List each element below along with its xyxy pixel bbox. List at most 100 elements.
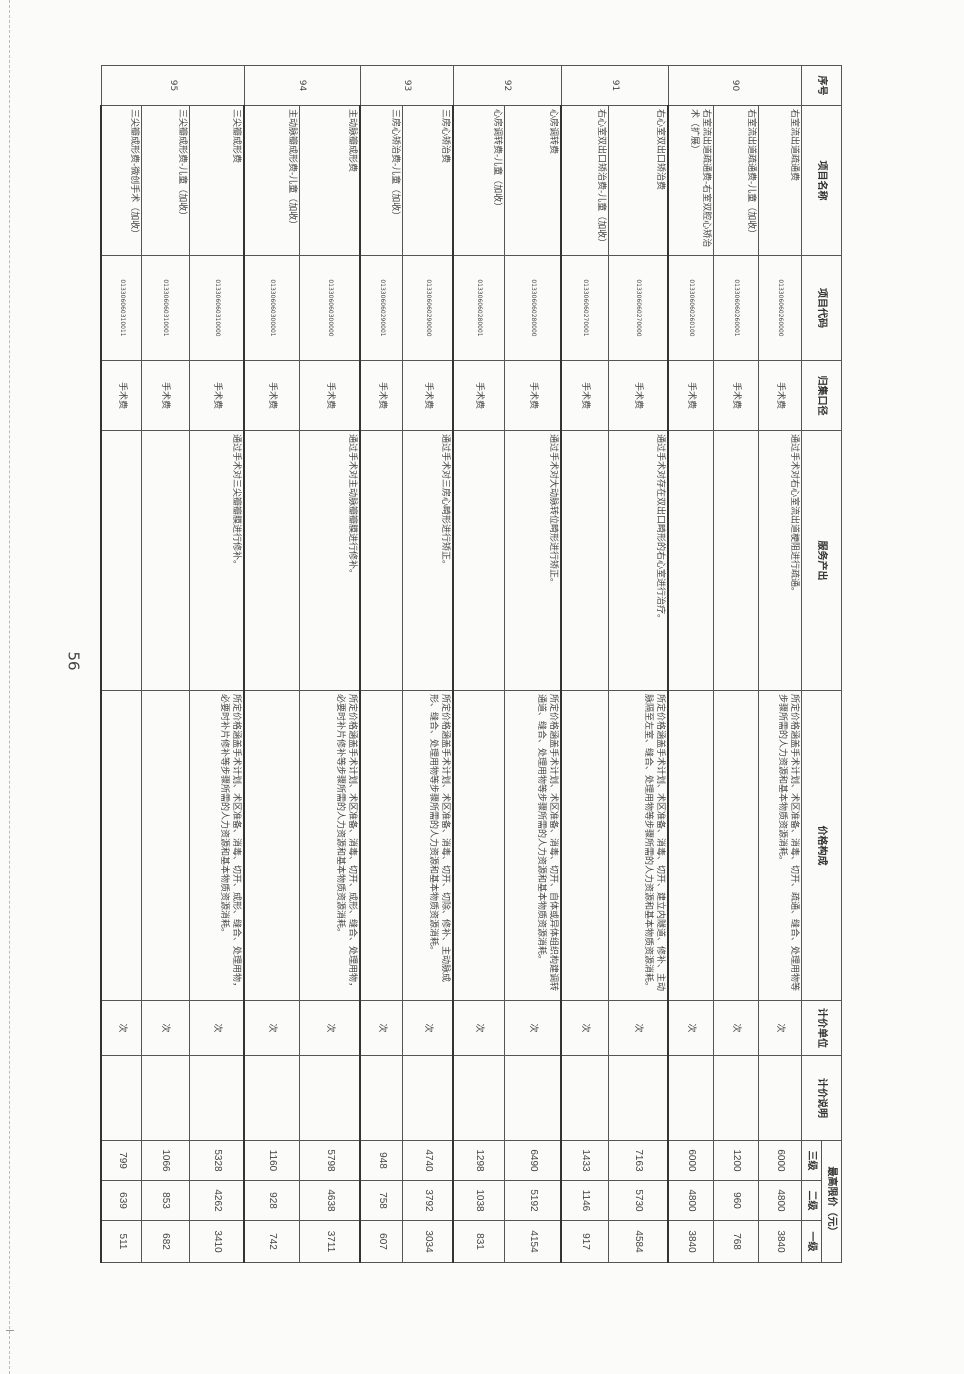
pricing-unit: 次: [299, 1000, 361, 1056]
item-category: 手术费: [758, 360, 802, 431]
header-level2: 二级: [801, 1180, 822, 1221]
service-output: 通过手术对大动脉转位畸形进行矫正。: [504, 430, 562, 691]
item-code: 013306060270001: [561, 255, 609, 361]
pricing-unit: 次: [668, 1000, 714, 1056]
page-number: 56: [64, 651, 83, 671]
header-level3: 三级: [801, 1140, 822, 1181]
table-row: 三尖瓣成形费-微创手术（加收） 013306060310011 手术费次 799 639…: [101, 66, 142, 1263]
price-level3: 5328: [189, 1140, 245, 1181]
price-level1: 511: [101, 1220, 142, 1263]
item-number: 93: [360, 65, 454, 106]
price-composition: 所定价格涵盖手术计划、术区准备、消毒、切开、成形、缝合、处理用物，必要时补片修补…: [189, 690, 245, 1001]
pricing-unit: 次: [504, 1000, 562, 1056]
pricing-unit: 次: [608, 1000, 669, 1056]
price-level1: 4584: [608, 1220, 669, 1263]
table-row: 心房调转费-儿童（加收） 013306060280001 手术费次 1298 1038 8…: [453, 66, 505, 1263]
service-output: [244, 430, 300, 691]
item-code: 013306060280000: [504, 255, 562, 361]
table-row: 三尖瓣成形费-儿童（加收） 013306060310001 手术费次 1066 853 6…: [141, 66, 190, 1263]
service-output: [101, 430, 142, 691]
header-note: 计价说明: [801, 1055, 842, 1141]
price-level3: 1298: [453, 1140, 505, 1181]
table-row: 94 主动脉瓣成形费 013306060300000 手术费 通过手术对主动脉瓣瓣膜进行…: [244, 65, 361, 1263]
pricing-note: [101, 1055, 142, 1141]
item-code: 013306060290001: [360, 255, 403, 361]
price-composition: [244, 690, 300, 1001]
item-category: 手术费: [360, 360, 403, 431]
item-name: 右心室双出口矫治费: [608, 105, 669, 256]
price-level1: 3034: [402, 1220, 454, 1263]
price-composition: [561, 690, 609, 1001]
pricing-note: [299, 1055, 361, 1141]
item-name: 右室流出道疏通费: [758, 105, 802, 256]
price-composition: 所定价格涵盖手术计划、术区准备、消毒、切开、成形、缝合、处理用物，必要时补片修补…: [299, 690, 361, 1001]
pricing-note: [608, 1055, 669, 1141]
price-composition: [713, 690, 759, 1001]
item-number: 90: [668, 65, 802, 106]
item-category: 手术费: [244, 360, 300, 431]
price-level1: 831: [453, 1220, 505, 1263]
item-category: 手术费: [189, 360, 245, 431]
price-level2: 960: [713, 1180, 759, 1221]
price-level2: 4800: [668, 1180, 714, 1221]
price-table-sheet: 序号 项目名称 项目代码 归集口径 服务产出 价格构成 计价单位 计价说明 最高…: [101, 65, 843, 1263]
header-category: 归集口径: [801, 360, 842, 431]
table-row: 91 右心室双出口矫治费 013306060270000 手术费 通过手术对存在双出口畸…: [561, 65, 669, 1263]
price-level1: 3840: [668, 1220, 714, 1263]
service-output: 通过手术对主动脉瓣瓣膜进行修补。: [299, 430, 361, 691]
price-level2: 853: [141, 1180, 190, 1221]
item-name: 三尖瓣成形费-微创手术（加收）: [101, 105, 142, 256]
service-output: [713, 430, 759, 691]
price-composition: [101, 690, 142, 1001]
pricing-unit: 次: [101, 1000, 142, 1056]
service-output: [668, 430, 714, 691]
price-composition: [668, 690, 714, 1001]
service-output: 通过手术对存在双出口畸形的右心室进行治疗。: [608, 430, 669, 691]
price-level2: 639: [101, 1180, 142, 1221]
table-row: 右心室双出口矫治费-儿童（加收） 013306060270001 手术费次 1433 1…: [561, 66, 609, 1263]
item-code: 013306060260100: [668, 255, 714, 361]
header-name: 项目名称: [801, 105, 842, 256]
price-composition: [453, 690, 505, 1001]
pricing-note: [360, 1055, 403, 1141]
item-category: 手术费: [141, 360, 190, 431]
price-level3: 6490: [504, 1140, 562, 1181]
pricing-note: [713, 1055, 759, 1141]
item-number: 94: [244, 65, 361, 106]
header-price-desc: 价格构成: [801, 690, 842, 1001]
item-name: 三尖瓣成形费: [189, 105, 245, 256]
item-code: 013306060280001: [453, 255, 505, 361]
price-level2: 3792: [402, 1180, 454, 1221]
price-level1: 917: [561, 1220, 609, 1263]
header-no: 序号: [801, 65, 842, 106]
table-row: 93 三房心矫治费 013306060290000 手术费 通过手术对三房心畸形进行矫正…: [360, 65, 454, 1263]
pricing-note: [504, 1055, 562, 1141]
header-level1: 一级: [801, 1220, 822, 1263]
table-row: 主动脉瓣成形费-儿童（加收） 013306060300001 手术费次 1160 928…: [244, 66, 300, 1263]
item-code: 013306060260001: [713, 255, 759, 361]
price-level1: 768: [713, 1220, 759, 1263]
item-number: 95: [101, 65, 245, 106]
pricing-unit: 次: [713, 1000, 759, 1056]
pricing-unit: 次: [453, 1000, 505, 1056]
item-category: 手术费: [402, 360, 454, 431]
item-category: 手术费: [101, 360, 142, 431]
item-name: 主动脉瓣成形费-儿童（加收）: [244, 105, 300, 256]
price-level2: 4800: [758, 1180, 802, 1221]
price-level2: 5192: [504, 1180, 562, 1221]
item-number: 92: [453, 65, 562, 106]
pricing-note: [758, 1055, 802, 1141]
service-output: 通过手术对三房心畸形进行矫正。: [402, 430, 454, 691]
item-category: 手术费: [299, 360, 361, 431]
price-level3: 6000: [668, 1140, 714, 1181]
item-category: 手术费: [668, 360, 714, 431]
table-row: 92 心房调转费 013306060280000 手术费 通过手术对大动脉转位畸形进行矫…: [453, 65, 562, 1263]
price-composition: [360, 690, 403, 1001]
price-level1: 682: [141, 1220, 190, 1263]
price-level3: 948: [360, 1140, 403, 1181]
price-table: 序号 项目名称 项目代码 归集口径 服务产出 价格构成 计价单位 计价说明 最高…: [101, 65, 843, 1263]
price-level1: 3410: [189, 1220, 245, 1263]
price-level3: 799: [101, 1140, 142, 1181]
price-level2: 5730: [608, 1180, 669, 1221]
item-code: 013306060310011: [101, 255, 142, 361]
